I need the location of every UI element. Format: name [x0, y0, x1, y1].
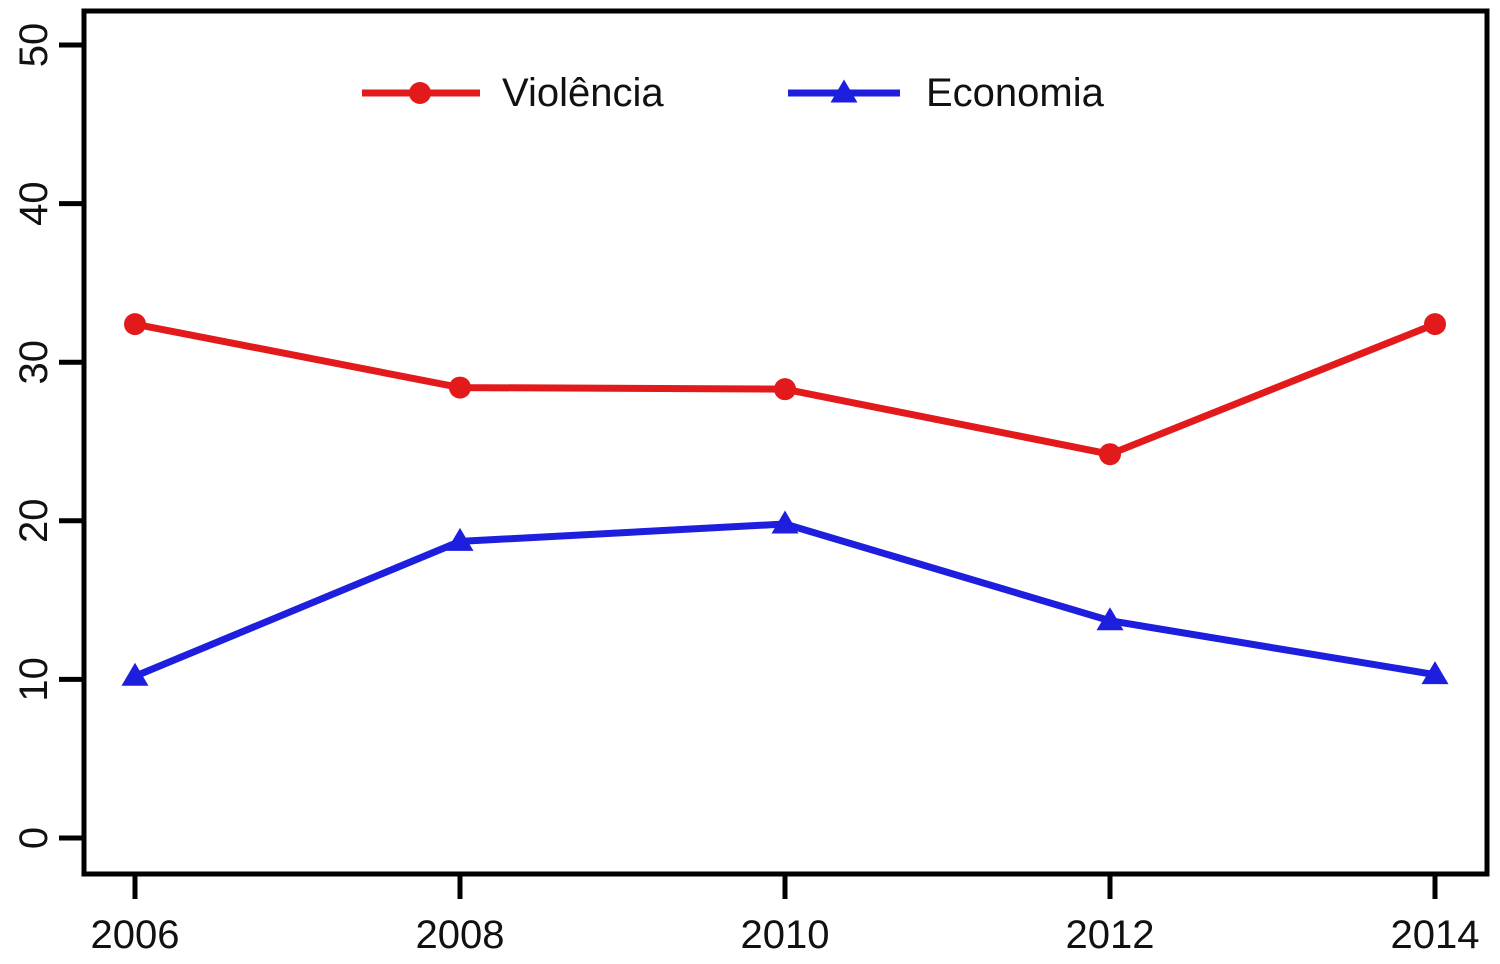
- y-axis-tick-label: 0: [12, 827, 56, 849]
- data-point-economia-2010: [771, 510, 799, 534]
- legend-label-violencia: Violência: [502, 71, 664, 115]
- data-point-violencia-2006: [124, 313, 146, 336]
- legend-marker-violencia: [409, 82, 431, 104]
- data-point-violencia-2014: [1424, 313, 1446, 336]
- x-axis-tick-label: 2014: [1391, 913, 1480, 957]
- data-point-economia-2012: [1096, 607, 1124, 631]
- y-axis-tick-label: 10: [12, 657, 56, 702]
- x-axis-tick-label: 2010: [741, 913, 830, 957]
- plot-box: [81, 8, 1490, 877]
- x-axis-tick-label: 2006: [91, 913, 180, 957]
- x-axis-tick-label: 2008: [416, 913, 505, 957]
- legend-marker-economia: [830, 79, 858, 103]
- data-point-violencia-2008: [449, 376, 471, 399]
- y-axis-tick-label: 20: [12, 499, 56, 544]
- data-point-violencia-2012: [1099, 443, 1121, 466]
- data-point-economia-2008: [446, 527, 474, 551]
- y-axis-tick-label: 50: [12, 23, 56, 68]
- legend-label-economia: Economia: [926, 71, 1105, 115]
- y-axis-tick-label: 40: [12, 181, 56, 226]
- x-axis-tick-label: 2012: [1066, 913, 1155, 957]
- data-point-economia-2014: [1421, 661, 1449, 685]
- y-axis-tick-label: 30: [12, 340, 56, 385]
- data-point-economia-2006: [121, 662, 149, 686]
- data-point-violencia-2010: [774, 378, 796, 401]
